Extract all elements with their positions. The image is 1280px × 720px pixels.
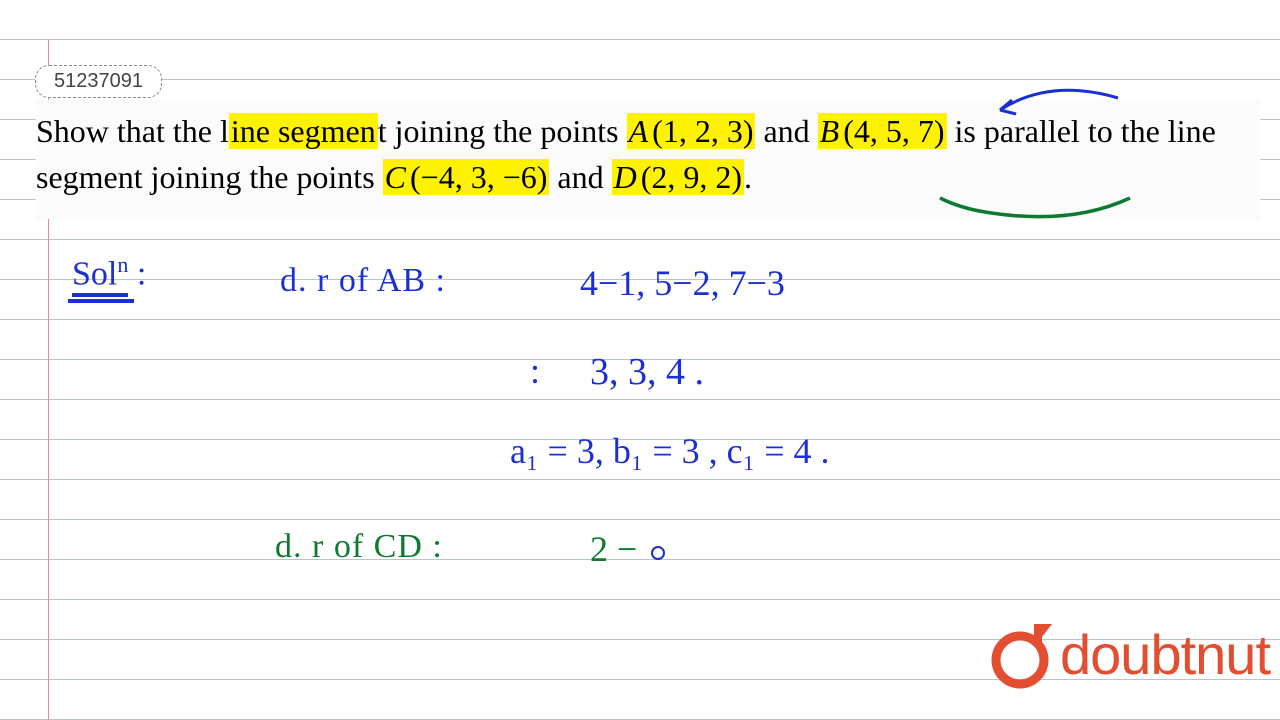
question-id: 51237091 [54,70,143,92]
point-A-coords: (1, 2, 3) [650,113,755,149]
q-and1: and [755,113,817,149]
solution-label: Soln : [72,252,146,297]
work-line1-prefix: d. r of AB : [280,262,446,300]
point-B-label: B [818,113,842,149]
point-D-label: D [612,159,639,195]
arrow-green-icon [930,192,1140,232]
sol-sup: n [117,252,128,277]
work-line1-expr: 4−1, 5−2, 7−3 [580,262,785,304]
arrow-blue-icon [990,82,1130,122]
brand-logo: doubtnut [984,618,1270,690]
point-D-coords: (2, 9, 2) [639,159,744,195]
sol-text: Sol [72,255,117,292]
point-A-label: A [627,113,651,149]
work-line2-colon: : [530,350,540,392]
q-pre1: Show that the l [36,113,229,149]
work-line4-expr: 2 − [590,528,637,570]
q-hl1: ine segmen [229,113,378,149]
cursor-dot-icon [650,545,670,565]
q-period: . [744,159,752,195]
sol-punct: : [128,255,146,292]
work-line4-prefix: d. r of CD : [275,528,443,566]
point-C-coords: (−4, 3, −6) [408,159,549,195]
question-id-box: 51237091 [35,65,162,98]
q-and2: and [549,159,611,195]
work-line3: a₁ = 3, b₁ = 3 , c₁ = 4 . [510,430,830,472]
logo-icon [984,618,1056,690]
point-B-coords: (4, 5, 7) [841,113,946,149]
work-line2-vals: 3, 3, 4 . [590,350,704,394]
point-C-label: C [383,159,408,195]
logo-text: doubtnut [1060,622,1270,687]
q-post1: t joining the points [378,113,627,149]
